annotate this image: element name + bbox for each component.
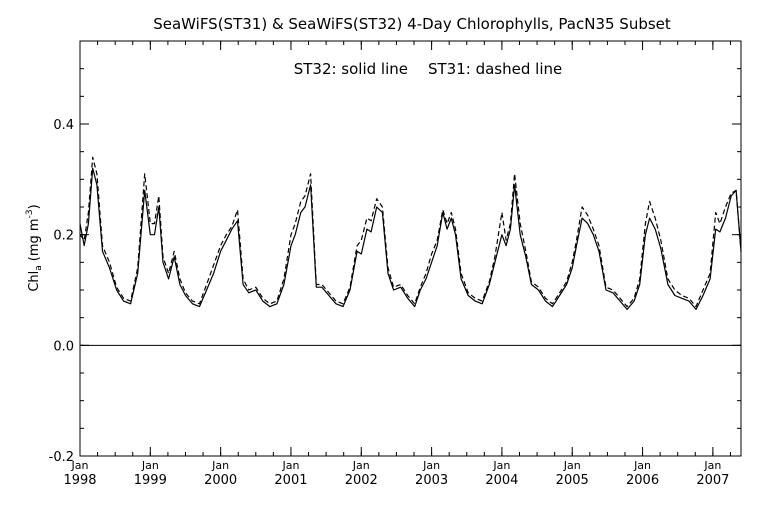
x-tick-month-9: Jan [703, 459, 721, 472]
x-tick-month-6: Jan [492, 459, 510, 472]
x-tick-year-5: 2003 [415, 473, 448, 488]
annotation-dashed: ST31: dashed line [428, 60, 562, 78]
x-tick-year-3: 2001 [274, 473, 307, 488]
x-tick-year-8: 2006 [626, 473, 659, 488]
chart-title: SeaWiFS(ST31) & SeaWiFS(ST32) 4-Day Chlo… [153, 15, 671, 33]
ylabel-main: Chl [27, 271, 42, 292]
series-st32-line [79, 167, 742, 310]
x-axis-ticks: Jan1998Jan1999Jan2000Jan2001Jan2002Jan20… [63, 41, 731, 488]
x-tick-year-7: 2005 [556, 473, 589, 488]
svg-text:Chla(mg m-3): Chla (mg m-3) [25, 204, 44, 291]
ylabel-sub: a [34, 265, 44, 271]
x-tick-year-9: 2007 [696, 473, 729, 488]
x-tick-year-1: 1999 [134, 473, 167, 488]
series-st31-line [79, 156, 742, 308]
x-tick-month-8: Jan [633, 459, 651, 472]
x-tick-month-3: Jan [281, 459, 299, 472]
ylabel-units: (mg m [27, 218, 42, 261]
x-tick-month-4: Jan [352, 459, 370, 472]
x-tick-month-7: Jan [563, 459, 581, 472]
y-axis-ticks: -0.2 0.0 0.2 0.4 [49, 40, 741, 465]
series-layer [79, 156, 742, 310]
y-axis-label: Chla (mg m-3) [25, 204, 44, 291]
x-tick-year-4: 2002 [345, 473, 378, 488]
y-tick-label-1: 0.0 [53, 339, 74, 354]
x-tick-month-1: Jan [141, 459, 159, 472]
ylabel-exp: -3 [25, 209, 35, 218]
y-tick-label-0: -0.2 [49, 450, 74, 465]
x-tick-month-2: Jan [211, 459, 229, 472]
annotation-solid: ST32: solid line [294, 60, 408, 78]
x-tick-year-2: 2000 [204, 473, 237, 488]
x-tick-year-6: 2004 [485, 473, 518, 488]
y-tick-label-2: 0.2 [53, 229, 74, 244]
plot-frame [79, 40, 742, 457]
x-tick-year-0: 1998 [63, 473, 96, 488]
y-tick-label-3: 0.4 [53, 118, 74, 133]
x-tick-month-0: Jan [71, 459, 89, 472]
x-tick-month-5: Jan [422, 459, 440, 472]
ylabel-close: ) [27, 204, 42, 209]
